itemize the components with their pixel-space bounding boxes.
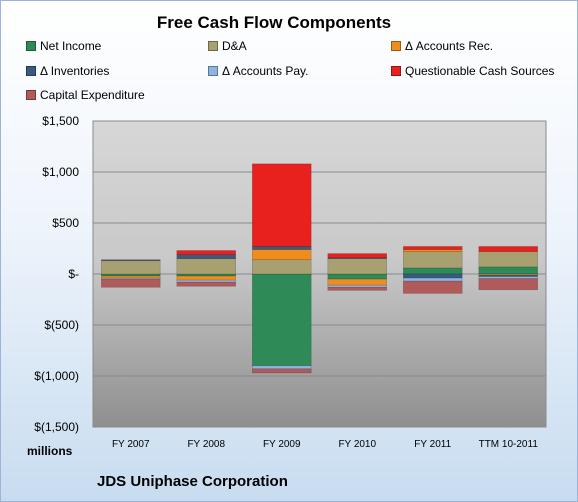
legend-label: Δ Accounts Pay. <box>222 64 309 78</box>
bar-segment <box>101 277 161 280</box>
x-tick-label: FY 2009 <box>263 439 301 450</box>
x-tick-label: FY 2007 <box>112 439 150 450</box>
bar-segment <box>101 260 161 275</box>
legend-label: Capital Expenditure <box>40 88 145 102</box>
bar-segment <box>176 254 236 259</box>
bar-segment <box>478 266 538 275</box>
bar-segment <box>478 251 538 268</box>
legend-label: Net Income <box>40 39 102 53</box>
bar-segment <box>176 250 236 255</box>
chart-title: Free Cash Flow Components <box>156 13 392 32</box>
bar-segment <box>403 249 463 252</box>
legend-swatch <box>208 66 218 76</box>
units-label: millions <box>27 444 73 458</box>
bar-segment <box>327 273 387 280</box>
bar-segment <box>327 284 387 288</box>
legend-swatch <box>26 66 36 76</box>
y-tick-label: $(1,000) <box>34 369 79 383</box>
bar-segment <box>101 278 161 288</box>
chart-legend: Net Income D&A Δ Accounts Rec. Δ Invento… <box>26 38 566 108</box>
x-tick-label: FY 2011 <box>414 439 451 450</box>
legend-label: Δ Accounts Rec. <box>405 39 494 53</box>
bar-segment <box>403 251 463 269</box>
bar-segment <box>252 368 312 374</box>
bar-segment <box>327 258 387 275</box>
bar-segment <box>101 259 161 262</box>
y-tick-label: $(1,500) <box>34 420 79 434</box>
bar-segments <box>101 163 538 374</box>
bar-segment <box>252 365 312 370</box>
bar-segment <box>403 273 463 279</box>
bar-segment <box>252 163 312 247</box>
bar-segment <box>403 246 463 250</box>
bar-segment <box>176 258 236 275</box>
legend-swatch <box>391 41 401 51</box>
legend-label: Δ Inventories <box>40 64 110 78</box>
bar-segment <box>327 286 387 291</box>
bar-segment <box>252 273 312 367</box>
legend-label: Questionable Cash Sources <box>405 64 555 78</box>
bar-segment <box>176 281 236 287</box>
bar-segment <box>403 280 463 294</box>
x-tick-label: FY 2008 <box>187 439 225 450</box>
legend-swatch <box>208 41 218 51</box>
y-tick-label: $1,000 <box>42 165 79 179</box>
bar-segment <box>176 275 236 281</box>
bar-segment <box>478 278 538 291</box>
legend-label: D&A <box>222 39 247 53</box>
bar-segment <box>101 275 161 279</box>
bar-segment <box>327 253 387 258</box>
bar-segment <box>327 278 387 286</box>
bar-segment <box>252 246 312 250</box>
bar-segment <box>403 267 463 275</box>
legend-swatch <box>26 90 36 100</box>
y-tick-label: $(500) <box>44 318 79 332</box>
legend-item-accounts-rec: Δ Accounts Rec. <box>391 38 493 54</box>
x-tick-label: FY 2010 <box>338 439 376 450</box>
y-tick-label: $500 <box>52 216 79 230</box>
grid-lines <box>93 120 546 428</box>
legend-swatch <box>391 66 401 76</box>
y-axis-ticks: $1,500 $1,000 $500 $- $(500) $(1,000) $(1,500) <box>34 114 79 434</box>
legend-item-inventories: Δ Inventories <box>26 63 109 79</box>
y-tick-label: $1,500 <box>42 114 79 128</box>
legend-swatch <box>26 41 36 51</box>
bar-segment <box>478 246 538 252</box>
bar-segment <box>403 277 463 282</box>
x-tick-label: TTM 10-2011 <box>479 439 539 450</box>
legend-item-accounts-pay: Δ Accounts Pay. <box>208 63 309 79</box>
bar-segment <box>252 259 312 275</box>
bar-segment <box>176 273 236 277</box>
legend-item-capex: Capital Expenditure <box>26 87 145 103</box>
y-tick-label: $- <box>68 267 79 281</box>
bar-segment <box>252 249 312 261</box>
legend-item-questionable-cash: Questionable Cash Sources <box>391 63 554 79</box>
bar-segment <box>101 273 161 277</box>
x-axis-labels: FY 2007 FY 2008 FY 2009 FY 2010 FY 2011 TTM 1… <box>112 439 538 450</box>
company-name: JDS Uniphase Corporation <box>97 473 288 490</box>
legend-item-d-and-a: D&A <box>208 38 247 54</box>
legend-item-net-income: Net Income <box>26 38 101 54</box>
bar-segment <box>478 276 538 279</box>
bar-segment <box>176 279 236 283</box>
